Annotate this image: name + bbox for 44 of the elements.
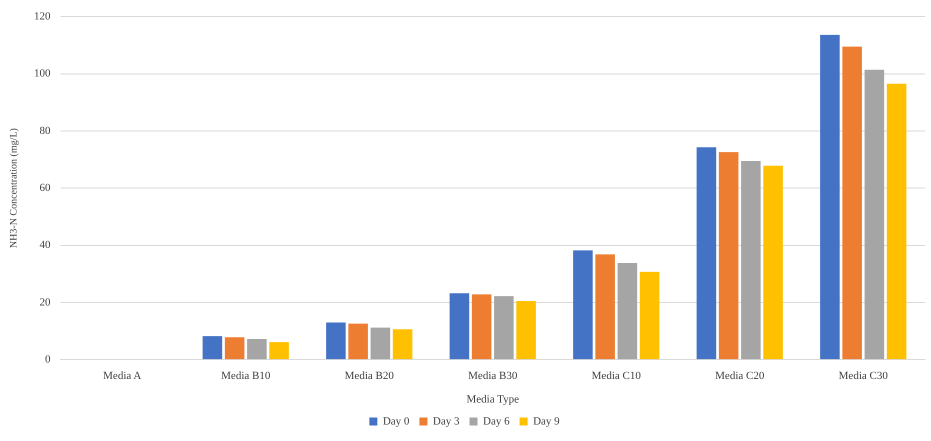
x-tick-label: Media C10 [592, 370, 642, 382]
y-tick-label: 40 [40, 239, 51, 252]
bar [640, 272, 660, 360]
bar [370, 328, 390, 360]
x-axis-title: Media Type [466, 393, 520, 406]
bar [820, 34, 840, 360]
bar [392, 329, 412, 360]
bar [618, 262, 638, 360]
bar [247, 339, 267, 360]
bar [326, 322, 346, 360]
y-axis-title: NH3-N Concentration (mg/L) [8, 128, 20, 248]
legend-label: Day 3 [432, 415, 460, 428]
bar [864, 70, 884, 360]
bar [842, 46, 862, 360]
x-tick-label: Media A [103, 370, 142, 382]
legend-label: Day 6 [483, 415, 510, 428]
y-tick-label: 0 [45, 353, 51, 366]
x-tick-label: Media C20 [715, 370, 765, 382]
bar [595, 254, 615, 360]
y-tick-label: 80 [40, 124, 51, 137]
bar [763, 166, 783, 360]
bar [696, 147, 716, 360]
bar [718, 152, 738, 360]
bar [472, 294, 492, 360]
bar [494, 296, 514, 360]
bar [224, 337, 244, 360]
bar [741, 160, 761, 360]
y-tick-label: 20 [40, 296, 51, 308]
legend-label: Day 0 [382, 415, 410, 428]
x-tick-label: Media B30 [468, 370, 518, 382]
bar [573, 250, 593, 360]
bar [886, 84, 906, 360]
bar [450, 293, 470, 360]
bar [348, 324, 368, 360]
bar [516, 301, 536, 360]
x-tick-label: Media B10 [221, 370, 271, 382]
x-tick-label: Media C30 [838, 370, 888, 382]
y-tick-label: 120 [34, 10, 51, 22]
legend-label: Day 9 [533, 415, 560, 428]
y-tick-label: 100 [34, 68, 51, 80]
bar [269, 342, 289, 360]
y-tick-label: 60 [40, 182, 51, 194]
bar [202, 336, 222, 360]
x-tick-label: Media B20 [344, 370, 394, 382]
